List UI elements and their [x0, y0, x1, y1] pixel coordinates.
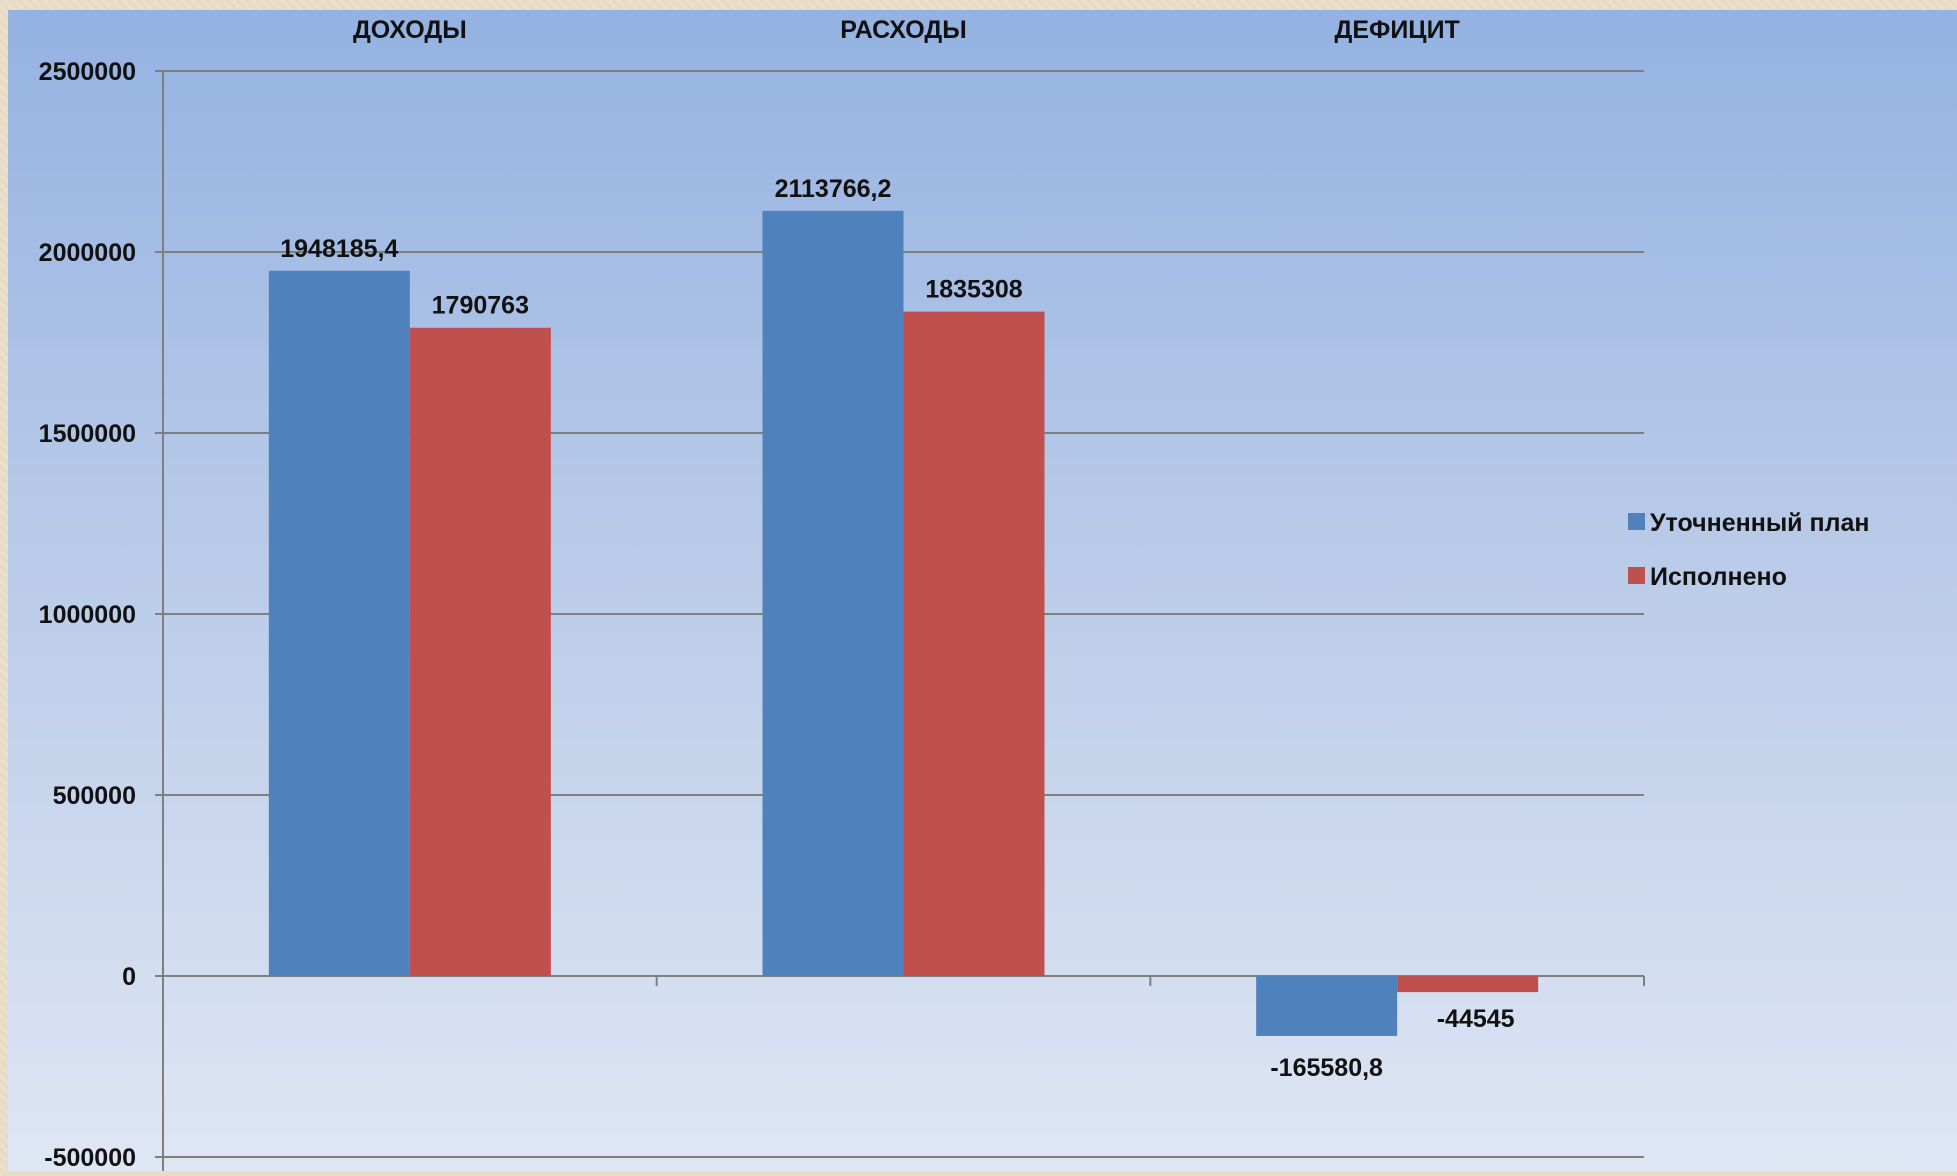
y-tick-label: 2000000	[39, 239, 136, 267]
bars	[268, 210, 1539, 1036]
data-label: 1948185,4	[280, 235, 398, 263]
legend: Уточненный план Исполнено	[1628, 509, 1869, 591]
bar-executed-1	[903, 311, 1045, 976]
y-tick-label: 1500000	[39, 420, 136, 448]
data-label: 1790763	[432, 292, 529, 320]
legend-swatch	[1628, 567, 1645, 584]
data-labels: 1948185,4 2113766,2 -165580,8 1790763 183530…	[280, 175, 1514, 1082]
bar-plan-2	[1256, 976, 1398, 1036]
y-axis-tick-labels: 2500000 2000000 1500000 1000000 500000 0 -5000…	[39, 58, 136, 1172]
bar-executed-0	[409, 327, 551, 977]
data-label: 2113766,2	[775, 175, 892, 203]
data-label: 1835308	[925, 276, 1022, 304]
data-label: -44545	[1437, 1005, 1515, 1033]
legend-label: Уточненный план	[1650, 509, 1869, 537]
y-tick-label: 1000000	[39, 601, 136, 629]
bar-chart: 1948185,4 2113766,2 -165580,8 1790763 183530…	[39, 16, 1870, 1172]
category-label: ДОХОДЫ	[353, 16, 467, 44]
legend-swatch	[1628, 513, 1645, 530]
category-labels: ДОХОДЫ РАСХОДЫ ДЕФИЦИТ	[353, 16, 1460, 44]
legend-label: Исполнено	[1650, 563, 1787, 591]
category-label: РАСХОДЫ	[840, 16, 966, 44]
y-tick-label: -500000	[44, 1144, 136, 1171]
category-label: ДЕФИЦИТ	[1335, 16, 1460, 44]
y-tick-label: 0	[122, 963, 136, 991]
data-label: -165580,8	[1270, 1054, 1383, 1082]
bar-executed-2	[1397, 976, 1539, 993]
bar-plan-1	[762, 210, 904, 976]
chart-area: 1948185,4 2113766,2 -165580,8 1790763 183530…	[8, 10, 1957, 1172]
y-tick-label: 500000	[53, 782, 136, 810]
y-tick-label: 2500000	[39, 58, 136, 86]
bar-plan-0	[268, 270, 410, 976]
